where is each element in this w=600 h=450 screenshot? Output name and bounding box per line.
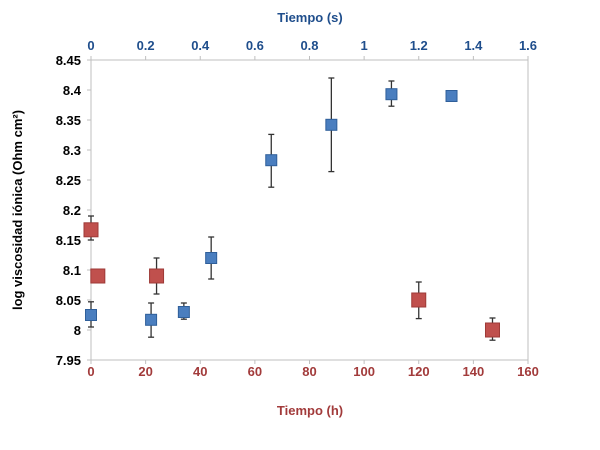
- x-bottom-tick-label: 20: [138, 364, 152, 379]
- x-top-tick-label: 1: [361, 38, 368, 53]
- y-tick-label: 8.4: [63, 83, 82, 98]
- x-bottom-tick-label: 0: [87, 364, 94, 379]
- blue-data-point: [325, 118, 338, 131]
- x-top-tick-label: 0: [87, 38, 94, 53]
- y-tick-label: 8.05: [56, 293, 81, 308]
- plot-area: [90, 59, 529, 361]
- x-bottom-tick-label: 120: [408, 364, 430, 379]
- red-data-point: [149, 268, 165, 284]
- y-tick-label: 8.15: [56, 233, 81, 248]
- red-data-point: [411, 292, 427, 308]
- blue-data-point: [385, 88, 398, 101]
- y-tick-label: 8.1: [63, 263, 81, 278]
- blue-data-point: [265, 154, 278, 167]
- blue-data-point: [145, 313, 158, 326]
- x-bottom-tick-label: 60: [248, 364, 262, 379]
- blue-data-point: [177, 306, 190, 318]
- y-tick-label: 8.2: [63, 203, 81, 218]
- y-tick-label: 8.25: [56, 173, 81, 188]
- x-top-tick-label: 1.4: [464, 38, 483, 53]
- x-bottom-tick-label: 160: [517, 364, 539, 379]
- x-bottom-tick-label: 140: [463, 364, 485, 379]
- top-axis-title: Tiempo (s): [277, 10, 343, 25]
- x-top-tick-label: 0.8: [300, 38, 318, 53]
- blue-data-point: [445, 90, 458, 102]
- red-data-point: [484, 322, 500, 338]
- x-top-tick-label: 1.6: [519, 38, 537, 53]
- x-top-tick-label: 0.6: [246, 38, 264, 53]
- y-tick-label: 8.3: [63, 143, 81, 158]
- bottom-axis-title: Tiempo (h): [277, 403, 343, 418]
- x-bottom-tick-label: 80: [302, 364, 316, 379]
- y-tick-label: 8.45: [56, 53, 81, 68]
- x-bottom-tick-label: 40: [193, 364, 207, 379]
- blue-data-point: [85, 309, 97, 321]
- x-top-tick-label: 0.4: [191, 38, 210, 53]
- y-tick-label: 7.95: [56, 353, 81, 368]
- y-axis-title: log viscosidad iónica (Ohm cm²): [10, 110, 25, 310]
- blue-data-point: [205, 252, 218, 264]
- x-top-tick-label: 1.2: [410, 38, 428, 53]
- x-bottom-tick-label: 100: [353, 364, 375, 379]
- x-top-tick-label: 0.2: [137, 38, 155, 53]
- y-tick-label: 8.35: [56, 113, 81, 128]
- red-data-point: [83, 222, 99, 238]
- y-tick-label: 8: [74, 323, 81, 338]
- red-data-point: [90, 268, 106, 284]
